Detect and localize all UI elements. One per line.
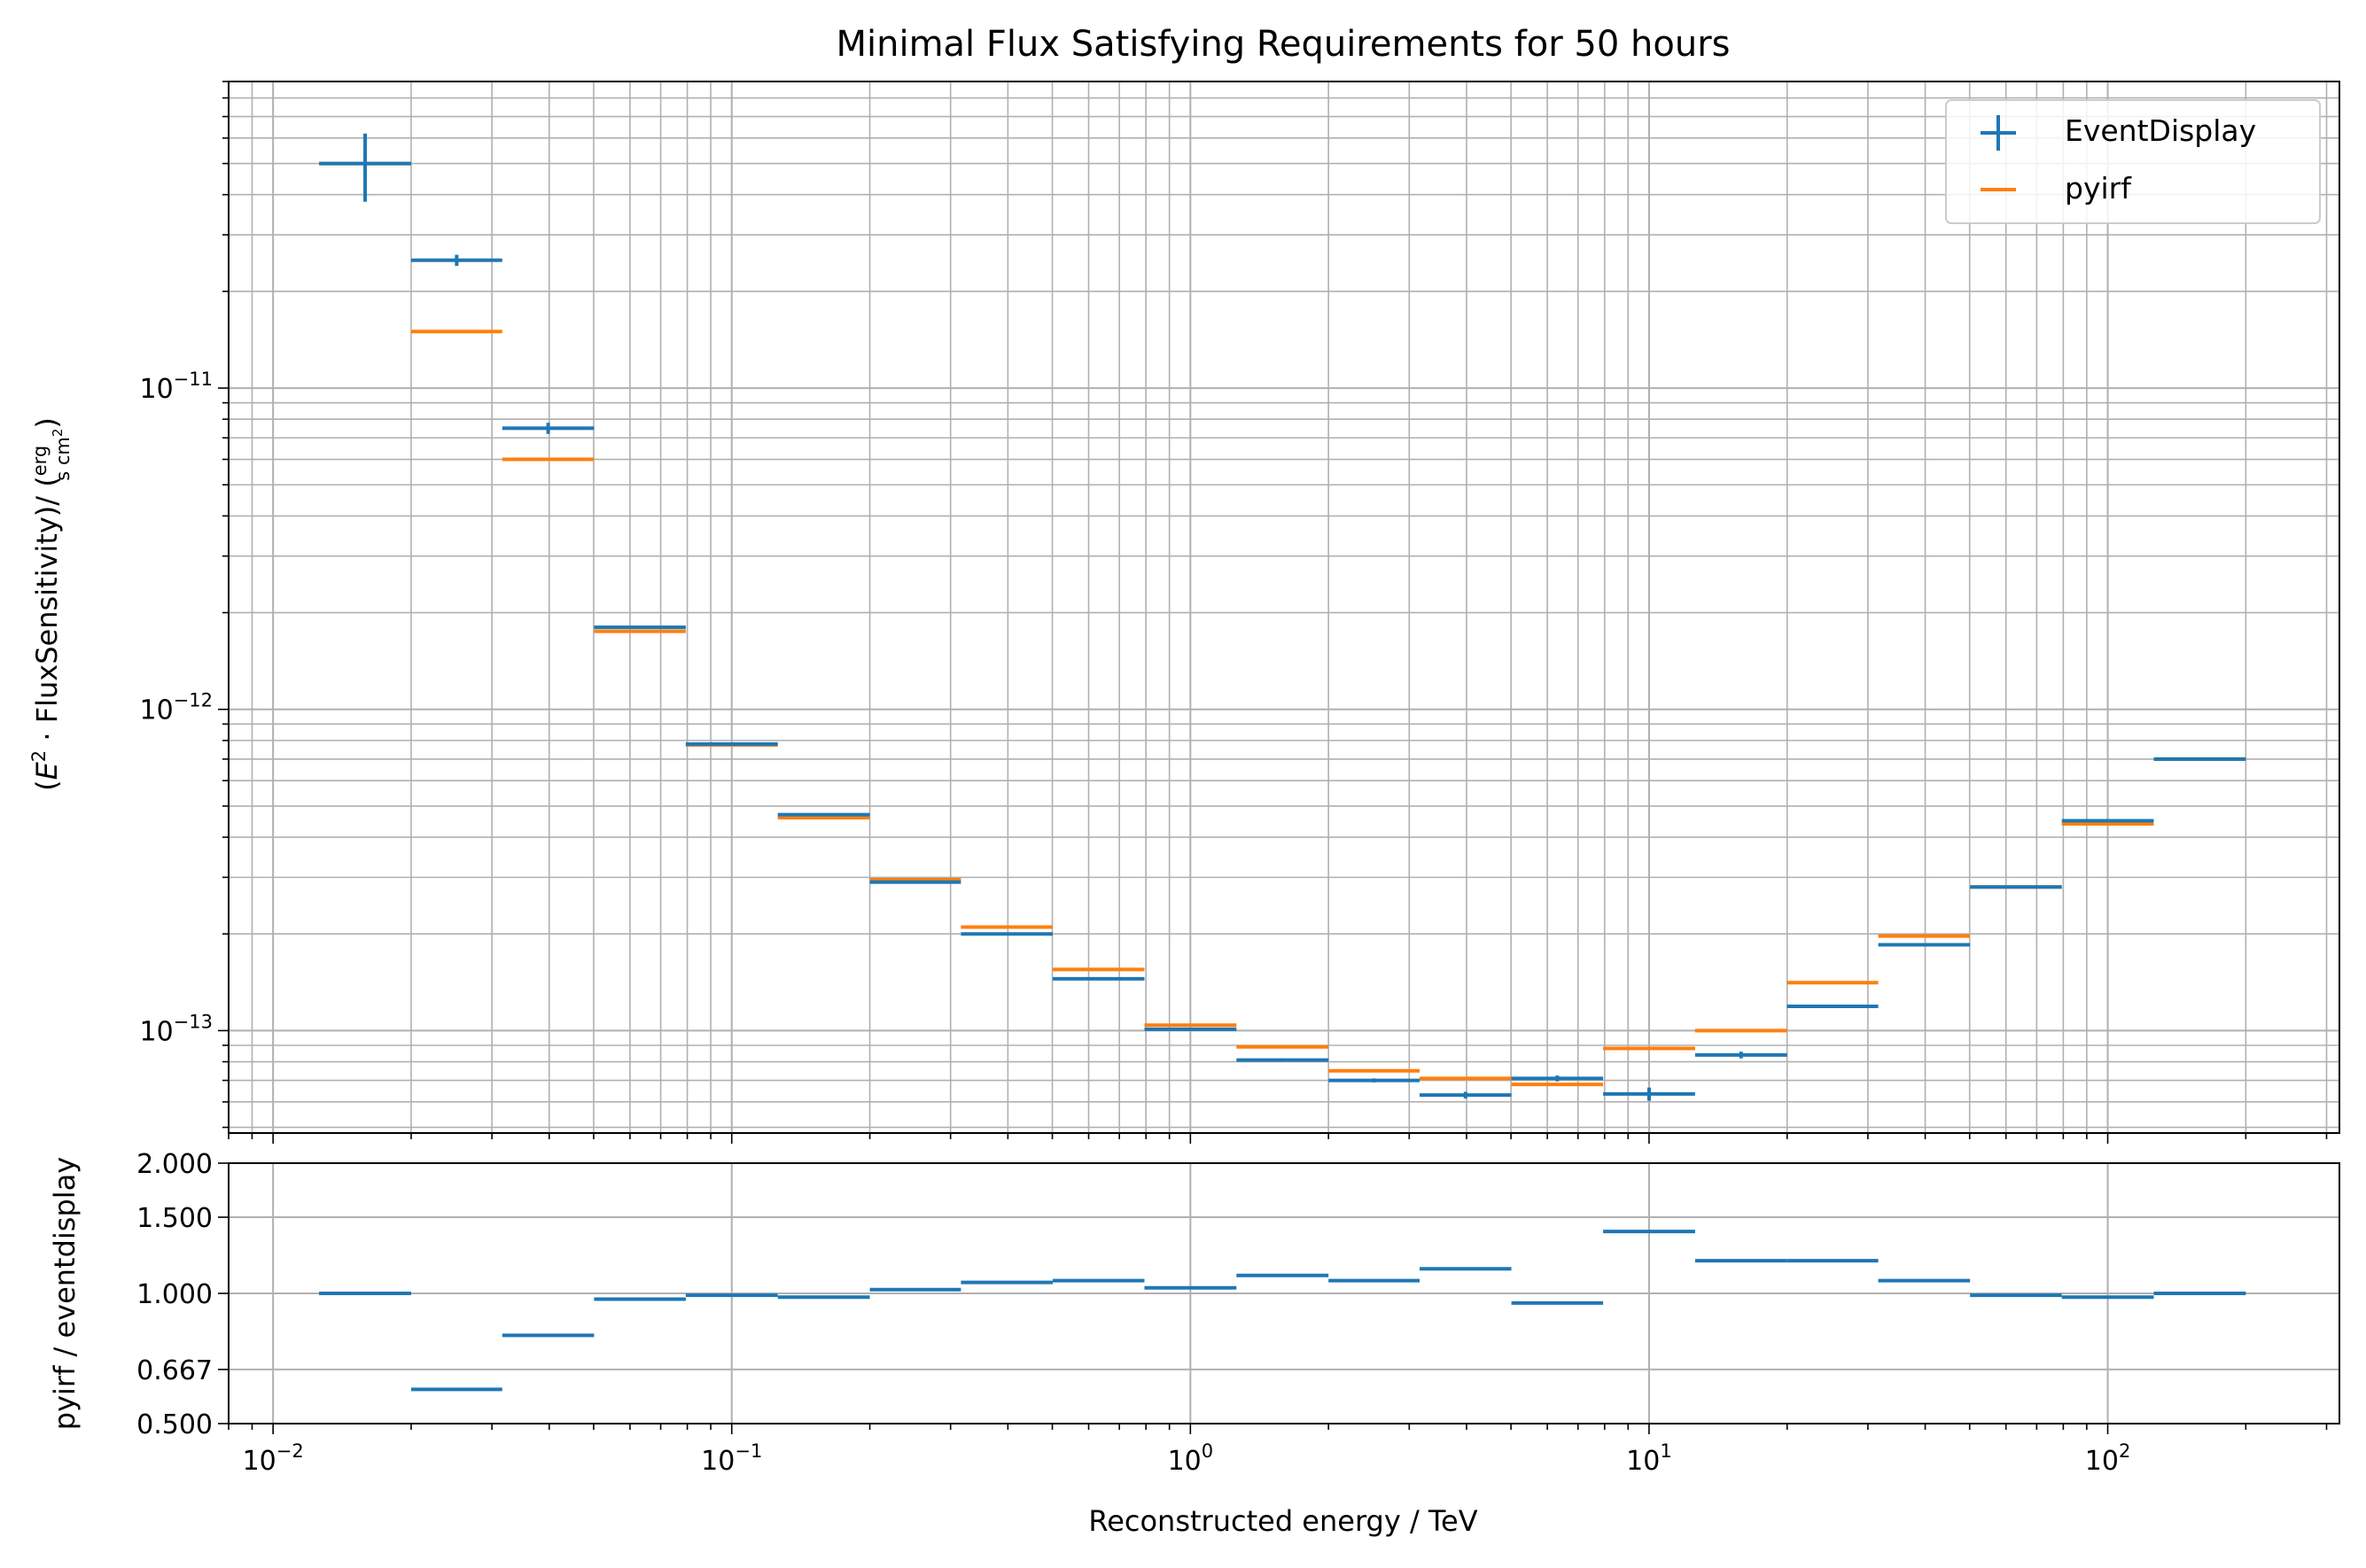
top-y-tick-label: 10−13 bbox=[139, 1011, 213, 1047]
chart-title: Minimal Flux Satisfying Requirements for… bbox=[836, 24, 1730, 65]
ratio-series bbox=[319, 1230, 2246, 1392]
bottom-y-axis-label: pyirf / eventdisplay bbox=[48, 1157, 82, 1430]
eventdisplay-point bbox=[1328, 1078, 1420, 1083]
x-axis-label: Reconstructed energy / TeV bbox=[1088, 1504, 1477, 1538]
legend-box bbox=[1945, 99, 2321, 224]
legend-marker-eventdisplay bbox=[1981, 115, 2016, 151]
top-axes-frame bbox=[228, 81, 2340, 1134]
bottom-y-tick-label: 0.667 bbox=[136, 1355, 213, 1386]
eventdisplay-point bbox=[1970, 885, 2062, 889]
legend-label-eventdisplay: EventDisplay bbox=[2065, 113, 2256, 148]
eventdisplay-point bbox=[1786, 1004, 1879, 1008]
legend-label-pyirf: pyirf bbox=[2065, 171, 2132, 206]
bottom-axes-frame bbox=[228, 1162, 2340, 1424]
bottom-y-tick-label: 1.500 bbox=[136, 1203, 213, 1234]
top-y-tick-label: 10−12 bbox=[139, 690, 213, 726]
eventdisplay-point bbox=[319, 133, 411, 202]
x-tick-label: 10−2 bbox=[243, 1440, 304, 1477]
eventdisplay-point bbox=[961, 932, 1053, 936]
top-panel: 10−13 10−12 10−11 (E2 · FluxSensitivity)/ … bbox=[28, 81, 2340, 1144]
x-tick-label: 102 bbox=[2085, 1440, 2131, 1477]
x-tick-label: 100 bbox=[1168, 1440, 1214, 1477]
top-y-axis-label: (E2 · FluxSensitivity)/ (ergs cm2) bbox=[28, 417, 74, 791]
eventdisplay-point bbox=[869, 880, 961, 884]
legend: EventDisplay pyirf bbox=[1945, 99, 2321, 224]
top-series bbox=[319, 133, 2246, 1101]
bottom-y-tick-label: 2.000 bbox=[136, 1149, 213, 1180]
eventdisplay-point bbox=[594, 625, 686, 630]
top-y-ticks: 10−13 10−12 10−11 bbox=[139, 81, 229, 1129]
bottom-panel: 10−2 10−1 100 101 102 0.500 0.667 1.000 1.500 2.… bbox=[48, 1149, 2340, 1538]
eventdisplay-point bbox=[777, 812, 870, 817]
eventdisplay-point bbox=[502, 423, 595, 434]
bottom-y-tick-label: 0.500 bbox=[136, 1409, 213, 1440]
eventdisplay-point bbox=[1419, 1091, 1512, 1098]
eventdisplay-point bbox=[1144, 1027, 1237, 1031]
top-gridlines bbox=[228, 81, 2339, 1133]
top-y-tick-label: 10−11 bbox=[139, 369, 213, 405]
eventdisplay-point bbox=[1236, 1058, 1329, 1062]
eventdisplay-point bbox=[410, 254, 502, 267]
x-tick-label: 101 bbox=[1626, 1440, 1672, 1477]
eventdisplay-point bbox=[1052, 976, 1145, 981]
eventdisplay-point bbox=[2153, 757, 2246, 761]
top-x-ticks bbox=[228, 1133, 2328, 1144]
bottom-x-ticks: 10−2 10−1 100 101 102 bbox=[228, 1424, 2328, 1477]
eventdisplay-point bbox=[1511, 1075, 1604, 1082]
bottom-y-ticks: 0.500 0.667 1.000 1.500 2.000 bbox=[136, 1149, 229, 1440]
eventdisplay-point bbox=[1603, 1087, 1695, 1101]
x-tick-label: 10−1 bbox=[701, 1440, 762, 1477]
bottom-y-tick-label: 1.000 bbox=[136, 1279, 213, 1310]
eventdisplay-point bbox=[685, 741, 778, 746]
eventdisplay-point bbox=[1878, 943, 1971, 947]
eventdisplay-point bbox=[1694, 1052, 1787, 1059]
eventdisplay-point bbox=[2061, 819, 2154, 823]
